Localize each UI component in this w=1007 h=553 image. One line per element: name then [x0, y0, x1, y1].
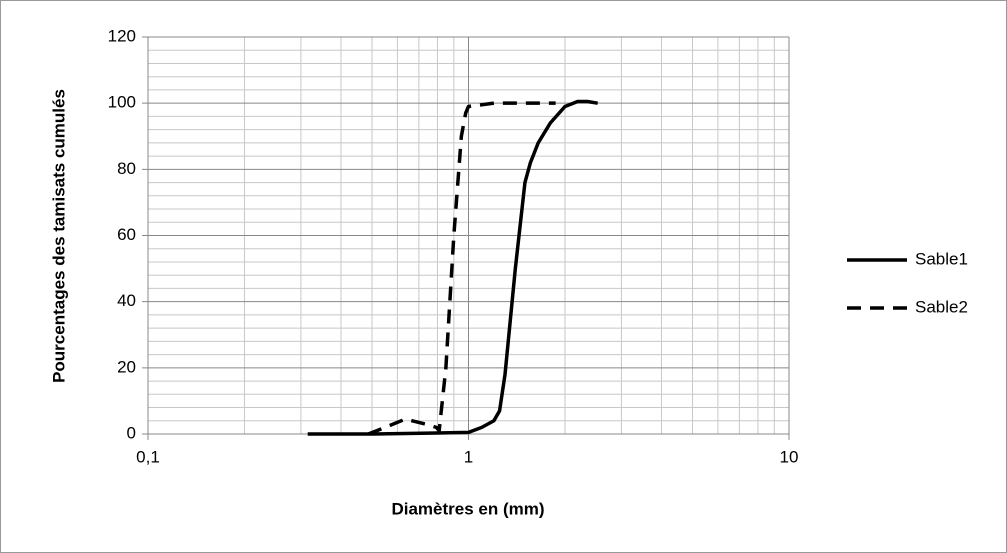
y-tick-label: 120	[108, 26, 136, 45]
series-line	[367, 101, 556, 436]
legend-label: Sable1	[915, 249, 968, 268]
y-tick-label: 60	[117, 225, 136, 244]
series-line	[307, 99, 598, 436]
legend-label: Sable2	[915, 297, 968, 316]
x-tick-label: 10	[780, 447, 799, 466]
y-axis-label: Pourcentages des tamisats cumulés	[49, 89, 68, 383]
x-tick-label: 0,1	[136, 447, 160, 466]
y-tick-label: 0	[127, 423, 136, 442]
y-tick-label: 80	[117, 159, 136, 178]
x-axis-label: Diamètres en (mm)	[391, 499, 544, 518]
y-tick-label: 100	[108, 93, 136, 112]
y-tick-label: 20	[117, 357, 136, 376]
y-tick-label: 40	[117, 291, 136, 310]
x-tick-label: 1	[464, 447, 473, 466]
